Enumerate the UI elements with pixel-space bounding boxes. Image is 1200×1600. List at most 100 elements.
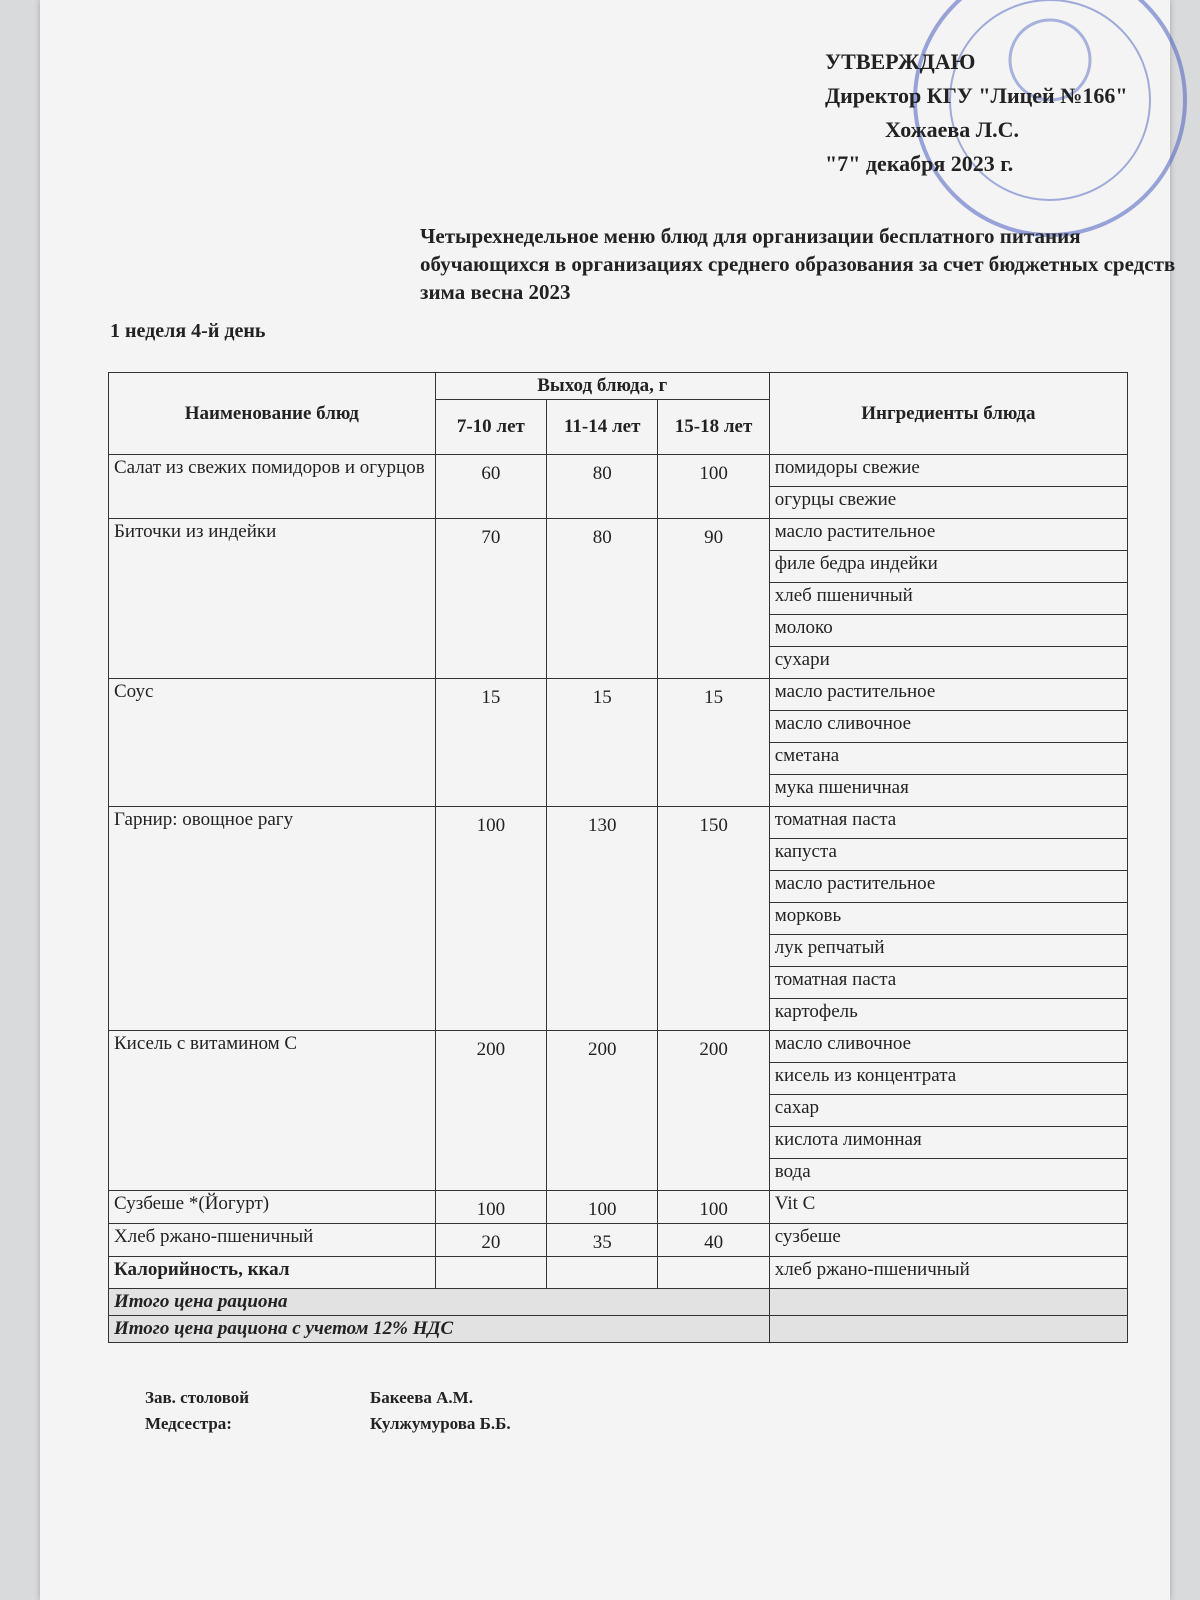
- approval-date: "7" декабря 2023 г.: [825, 151, 1014, 176]
- dish-name: Кисель с витамином С: [108, 1030, 436, 1191]
- ingredient: хлеб пшеничный: [768, 582, 1129, 615]
- yield-value: [434, 1256, 548, 1289]
- table-row: Хлеб ржано-пшеничный 20 35 40 сузбеше: [108, 1223, 1129, 1257]
- table-row: масло сливочное: [109, 710, 1129, 743]
- table-row: огурцы свежие: [109, 486, 1129, 519]
- document-title: Четырехнедельное меню блюд для организац…: [420, 224, 1176, 304]
- signature-row: Медсестра: Кулжумурова Б.Б.: [145, 1411, 511, 1437]
- yield-value: 200: [546, 1030, 659, 1191]
- document-sheet: УТВЕРЖДАЮ Директор КГУ "Лицей №166" Хожа…: [40, 0, 1187, 1600]
- yield-value: 70: [434, 518, 548, 679]
- dish-name: Салат из свежих помидоров и огурцов: [108, 454, 436, 519]
- menu-table: Наименование блюд Выход блюда, г Ингреди…: [108, 372, 1129, 1343]
- yield-value: 200: [657, 1030, 770, 1191]
- ingredient: Vit C: [768, 1190, 1129, 1224]
- table-row: Калорийность, ккал хлеб ржано-пшеничный: [108, 1256, 1129, 1289]
- signatures: Зав. столовой Бакеева А.М. Медсестра: Кулж…: [145, 1385, 511, 1437]
- ingredient: масло растительное: [768, 518, 1129, 551]
- yield-value: 90: [657, 518, 770, 679]
- total-row: Итого цена рациона с учетом 12% НДС: [108, 1315, 1129, 1343]
- ingredient: масло сливочное: [768, 1030, 1129, 1063]
- stamp: [913, 0, 1187, 237]
- yield-value: 80: [546, 454, 659, 519]
- table-row: Салат из свежих помидоров и огурцов 60 80 1…: [108, 454, 1129, 519]
- dish-name: Гарнир: овощное рагу: [108, 806, 436, 1031]
- ingredient: морковь: [768, 902, 1129, 935]
- table-row: молоко: [109, 614, 1129, 647]
- table-row: сухари: [109, 646, 1129, 679]
- table-row: Сузбеше *(Йогурт) 100 100 100 Vit C: [108, 1190, 1129, 1224]
- dish-name: Калорийность, ккал: [108, 1256, 436, 1289]
- yield-value: 60: [434, 454, 548, 519]
- ingredient: мука пшеничная: [768, 774, 1129, 807]
- ingredient: лук репчатый: [768, 934, 1129, 967]
- ingredient: сузбеше: [768, 1223, 1129, 1257]
- table-body: Салат из свежих помидоров и огурцов 60 80 1…: [108, 454, 1129, 1343]
- yield-value: 200: [434, 1030, 548, 1191]
- approval-block: УТВЕРЖДАЮ Директор КГУ "Лицей №166" Хожа…: [825, 45, 1128, 181]
- column-header: Выход блюда, г: [434, 372, 770, 400]
- ingredient: хлеб ржано-пшеничный: [768, 1256, 1129, 1289]
- table-row: сметана: [109, 742, 1129, 775]
- table-row: кислота лимонная: [109, 1126, 1129, 1159]
- yield-value: 100: [657, 1190, 770, 1224]
- dish-name: Сузбеше *(Йогурт): [108, 1190, 436, 1224]
- yield-value: 130: [546, 806, 659, 1031]
- ingredient: томатная паста: [768, 806, 1129, 839]
- ingredient: помидоры свежие: [768, 454, 1129, 487]
- yield-value: 15: [434, 678, 548, 807]
- yield-value: 150: [657, 806, 770, 1031]
- dish-name: Соус: [108, 678, 436, 807]
- approval-signatory: Хожаева Л.С.: [885, 117, 1020, 142]
- yield-value: 80: [546, 518, 659, 679]
- ingredient: сахар: [768, 1094, 1129, 1127]
- age-header: 7-10 лет: [434, 399, 548, 455]
- total-row: Итого цена рациона: [108, 1288, 1129, 1316]
- yield-value: 100: [657, 454, 770, 519]
- signature-row: Зав. столовой Бакеева А.М.: [145, 1385, 511, 1411]
- total-value: [768, 1288, 1129, 1316]
- approval-position: Директор КГУ "Лицей №166": [825, 83, 1128, 108]
- signature-name: Бакеева А.М.: [370, 1388, 473, 1407]
- column-header: Наименование блюд: [108, 372, 436, 455]
- yield-value: 20: [434, 1223, 548, 1257]
- ingredient: капуста: [768, 838, 1129, 871]
- total-label: Итого цена рациона: [108, 1288, 770, 1316]
- table-row: мука пшеничная: [109, 774, 1129, 807]
- ingredient: томатная паста: [768, 966, 1129, 999]
- yield-value: 35: [546, 1223, 659, 1257]
- ingredient: молоко: [768, 614, 1129, 647]
- yield-value: 100: [434, 806, 548, 1031]
- ingredient: масло растительное: [768, 870, 1129, 903]
- yield-value: 15: [546, 678, 659, 807]
- table-row: Кисель с витамином С 200 200 200 масло сливо…: [108, 1030, 1129, 1191]
- ingredient: огурцы свежие: [768, 486, 1129, 519]
- table-row: масло растительное: [109, 870, 1129, 903]
- ingredient: картофель: [768, 998, 1129, 1031]
- ingredient: сухари: [768, 646, 1129, 679]
- signature-role: Медсестра:: [145, 1414, 232, 1433]
- ingredient: масло сливочное: [768, 710, 1129, 743]
- dish-name: Хлеб ржано-пшеничный: [108, 1223, 436, 1257]
- yield-value: 100: [546, 1190, 659, 1224]
- total-value: [768, 1315, 1129, 1343]
- yield-value: [546, 1256, 659, 1289]
- ingredient: сметана: [768, 742, 1129, 775]
- menu-day: 1 неделя 4-й день: [110, 320, 266, 342]
- signature-role: Зав. столовой: [145, 1388, 250, 1407]
- table-row: сахар: [109, 1094, 1129, 1127]
- table-row: Биточки из индейки 70 80 90 масло растительн…: [108, 518, 1129, 679]
- ingredient: кислота лимонная: [768, 1126, 1129, 1159]
- age-header: 11-14 лет: [546, 399, 659, 455]
- age-header: 15-18 лет: [657, 399, 770, 455]
- yield-value: 40: [657, 1223, 770, 1257]
- yield-value: [657, 1256, 770, 1289]
- total-label: Итого цена рациона с учетом 12% НДС: [108, 1315, 770, 1343]
- table-row: томатная паста: [109, 966, 1129, 999]
- table-row: картофель: [109, 998, 1129, 1031]
- yield-value: 15: [657, 678, 770, 807]
- ingredient: кисель из концентрата: [768, 1062, 1129, 1095]
- ingredient: филе бедра индейки: [768, 550, 1129, 583]
- dish-name: Биточки из индейки: [108, 518, 436, 679]
